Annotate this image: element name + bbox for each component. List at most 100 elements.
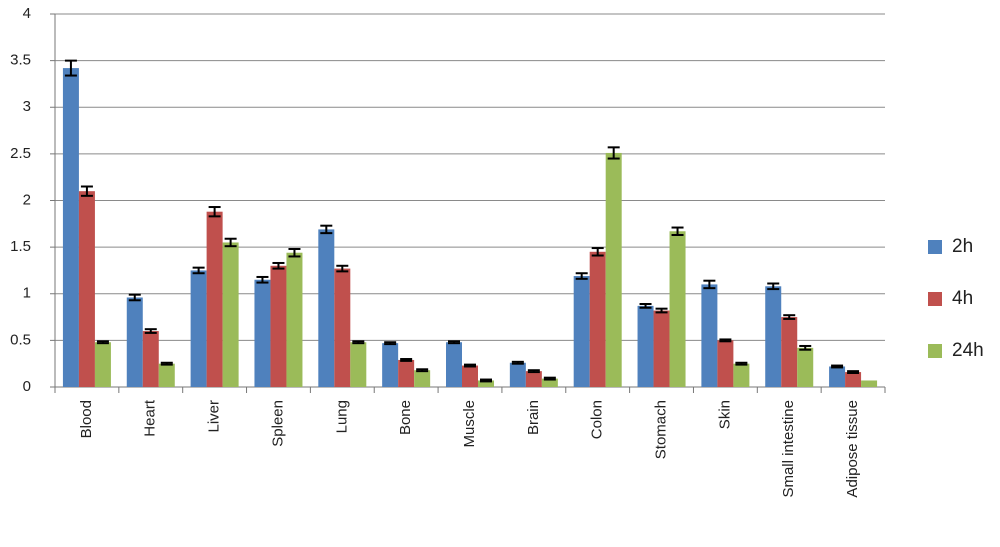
y-tick-label: 2.5	[10, 145, 31, 162]
error-bar	[272, 261, 285, 270]
bar	[669, 231, 686, 387]
error-bar	[767, 282, 780, 291]
x-tick-label: Lung	[333, 400, 350, 433]
x-tick-label: Bone	[397, 400, 414, 435]
error-bar	[288, 247, 301, 258]
bar	[861, 380, 878, 387]
x-tick-label: Muscle	[461, 400, 478, 448]
y-tick-label: 2	[23, 191, 31, 208]
bar	[573, 276, 590, 387]
error-bar	[64, 59, 77, 77]
bar	[525, 371, 542, 387]
bar	[478, 380, 494, 387]
bar	[509, 362, 526, 387]
bar	[318, 229, 335, 387]
error-bar	[847, 370, 860, 375]
y-tick-label: 0.5	[10, 331, 31, 348]
legend-swatch	[928, 292, 942, 306]
error-bar	[719, 338, 732, 343]
legend-label: 2h	[952, 236, 973, 257]
error-bar	[543, 376, 556, 381]
bar	[653, 310, 670, 387]
error-bar	[320, 224, 333, 235]
bar	[589, 251, 606, 387]
x-tick-label: Heart	[142, 399, 159, 437]
y-tick-label: 1.5	[10, 238, 31, 255]
error-bar	[144, 328, 157, 334]
x-tick-label: Liver	[206, 400, 223, 433]
error-bar	[799, 344, 812, 351]
error-bar	[527, 369, 540, 374]
error-bar	[655, 307, 668, 314]
error-bar	[128, 293, 141, 302]
bar	[142, 331, 159, 387]
error-bar	[80, 185, 93, 197]
bar	[78, 191, 95, 387]
error-bar	[352, 340, 365, 345]
bar	[222, 242, 239, 387]
bar	[541, 378, 558, 387]
error-bar	[591, 247, 604, 257]
bar	[334, 268, 351, 387]
bar	[206, 211, 223, 387]
error-bar	[607, 146, 620, 160]
error-bar	[336, 264, 349, 273]
error-bar	[400, 358, 413, 362]
bar	[701, 284, 718, 387]
bar	[414, 370, 431, 387]
error-bar	[703, 279, 716, 290]
bar	[398, 359, 415, 387]
y-tick-label: 4	[23, 5, 31, 22]
x-tick-label: Adipose tissue	[844, 400, 861, 498]
x-tick-label: Skin	[716, 400, 733, 429]
error-bar	[384, 341, 397, 346]
bar	[158, 363, 175, 387]
y-tick-label: 1	[23, 285, 31, 302]
x-tick-label: Brain	[525, 400, 542, 435]
error-bar	[671, 226, 684, 237]
error-bar	[208, 206, 221, 218]
bar	[605, 152, 622, 387]
error-bar	[511, 360, 524, 365]
error-bar	[783, 314, 796, 320]
x-tick-label: Stomach	[653, 400, 670, 459]
legend-swatch	[928, 344, 942, 358]
bar	[733, 363, 750, 387]
bar	[270, 265, 287, 387]
y-tick-label: 3	[23, 98, 31, 115]
error-bar	[831, 364, 844, 369]
bar	[62, 68, 79, 388]
y-tick-label: 0	[23, 378, 31, 395]
error-bar	[192, 266, 205, 275]
x-tick-label: Blood	[78, 400, 95, 438]
bar	[462, 365, 478, 387]
error-bar	[160, 361, 173, 366]
legend-label: 24h	[952, 340, 984, 361]
bar	[382, 343, 399, 387]
x-tick-label: Colon	[589, 400, 606, 439]
error-bar	[639, 303, 652, 309]
bar	[765, 286, 782, 387]
bar	[254, 279, 271, 387]
bar	[446, 342, 462, 387]
error-bar	[735, 361, 748, 366]
legend-swatch	[928, 240, 942, 254]
bar	[637, 305, 654, 387]
bar	[126, 297, 143, 387]
bar	[717, 340, 734, 387]
error-bar	[256, 275, 269, 284]
y-tick-label: 3.5	[10, 52, 31, 69]
bar	[190, 270, 207, 387]
bar	[845, 372, 862, 387]
bar	[797, 347, 814, 387]
error-bar	[416, 368, 429, 373]
legend: 2h 4h 24h	[928, 236, 984, 361]
x-tick-label: Small intestine	[780, 400, 797, 498]
bar	[350, 342, 367, 387]
error-bar	[224, 237, 237, 248]
bar	[94, 342, 111, 387]
error-bar	[464, 363, 476, 368]
bar	[781, 317, 798, 387]
bar	[829, 366, 846, 387]
